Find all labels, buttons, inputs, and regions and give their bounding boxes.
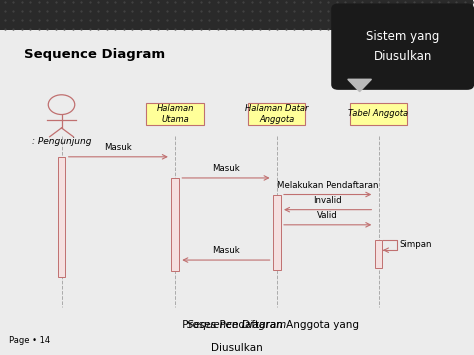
Text: Sequence Diagram: Sequence Diagram: [24, 48, 165, 61]
FancyBboxPatch shape: [331, 4, 474, 90]
Bar: [375, 240, 383, 268]
Text: Masuk: Masuk: [212, 246, 240, 256]
Text: Sequence Diagram: Sequence Diagram: [187, 320, 286, 330]
Text: Simpan: Simpan: [400, 240, 432, 250]
Text: Masuk: Masuk: [104, 143, 132, 152]
Text: Proses Pendaftaran Anggota yang: Proses Pendaftaran Anggota yang: [114, 320, 359, 330]
FancyBboxPatch shape: [248, 103, 305, 125]
Text: : Pengunjung: : Pengunjung: [32, 137, 91, 146]
Bar: [58, 157, 65, 277]
Text: Invalid: Invalid: [313, 196, 342, 205]
Text: Halaman
Utama: Halaman Utama: [156, 104, 194, 124]
Text: Masuk: Masuk: [212, 164, 240, 173]
FancyBboxPatch shape: [146, 103, 204, 125]
Polygon shape: [348, 79, 372, 92]
FancyBboxPatch shape: [0, 0, 473, 30]
Bar: [171, 178, 179, 271]
Text: Diusulkan: Diusulkan: [211, 343, 263, 353]
Text: Page • 14: Page • 14: [9, 335, 51, 345]
Text: Halaman Datar
Anggota: Halaman Datar Anggota: [245, 104, 309, 124]
Text: Tabel Anggota: Tabel Anggota: [348, 109, 409, 118]
Bar: [273, 195, 281, 269]
Text: Melakukan Pendaftaran: Melakukan Pendaftaran: [277, 181, 378, 190]
FancyBboxPatch shape: [350, 103, 407, 125]
Text: Sistem yang: Sistem yang: [366, 30, 439, 43]
Text: Valid: Valid: [317, 211, 338, 220]
Text: Diusulkan: Diusulkan: [374, 50, 432, 63]
